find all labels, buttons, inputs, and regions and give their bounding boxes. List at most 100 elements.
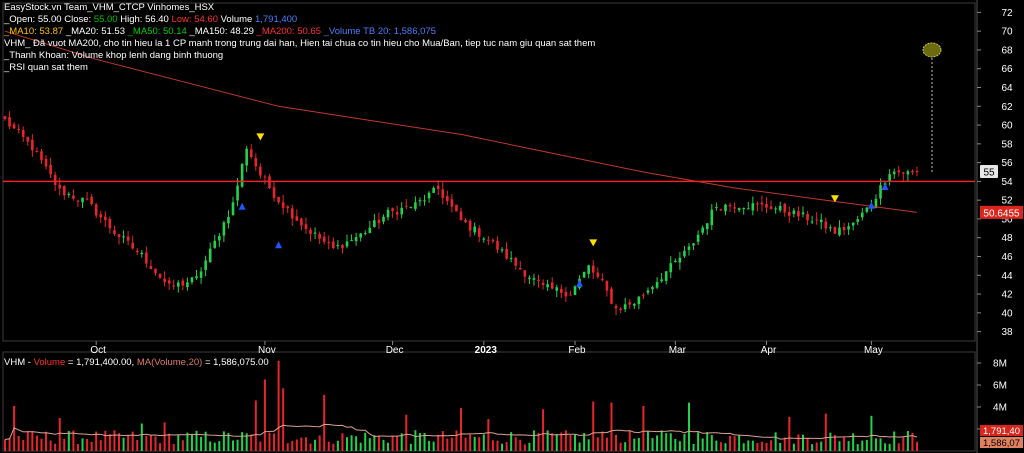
candle-body[interactable] bbox=[651, 287, 654, 290]
volume-bar[interactable] bbox=[136, 440, 139, 451]
volume-bar[interactable] bbox=[861, 440, 864, 451]
volume-bar[interactable] bbox=[341, 433, 344, 451]
candle-body[interactable] bbox=[473, 226, 476, 233]
volume-bar[interactable] bbox=[441, 431, 444, 451]
candle-body[interactable] bbox=[272, 187, 276, 198]
candle-body[interactable] bbox=[774, 208, 777, 210]
candle-body[interactable] bbox=[664, 271, 668, 281]
volume-bar[interactable] bbox=[555, 434, 558, 451]
volume-bar[interactable] bbox=[172, 444, 175, 451]
volume-bar[interactable] bbox=[624, 442, 627, 451]
candle-body[interactable] bbox=[245, 148, 248, 166]
candle-body[interactable] bbox=[117, 234, 121, 238]
volume-bar[interactable] bbox=[665, 433, 668, 451]
volume-bar[interactable] bbox=[806, 438, 809, 451]
volume-bar[interactable] bbox=[332, 443, 335, 451]
target-marker[interactable] bbox=[922, 42, 942, 58]
volume-bar[interactable] bbox=[140, 423, 143, 452]
volume-bar[interactable] bbox=[510, 432, 513, 451]
candle-body[interactable] bbox=[12, 124, 16, 129]
candle-body[interactable] bbox=[655, 282, 659, 288]
volume-bar[interactable] bbox=[181, 440, 184, 451]
candle-body[interactable] bbox=[391, 208, 394, 211]
candle-body[interactable] bbox=[404, 205, 408, 207]
candle-body[interactable] bbox=[400, 207, 404, 215]
volume-bar[interactable] bbox=[788, 416, 791, 451]
candle-body[interactable] bbox=[277, 196, 280, 203]
volume-bar[interactable] bbox=[893, 431, 896, 451]
volume-bar[interactable] bbox=[254, 400, 257, 451]
candle-body[interactable] bbox=[806, 213, 809, 221]
candle-body[interactable] bbox=[628, 302, 632, 305]
candle-body[interactable] bbox=[769, 206, 773, 210]
candle-body[interactable] bbox=[915, 170, 919, 172]
volume-bar[interactable] bbox=[724, 443, 727, 451]
candle-body[interactable] bbox=[382, 216, 385, 222]
candle-body[interactable] bbox=[865, 207, 869, 212]
volume-bar[interactable] bbox=[304, 437, 307, 451]
candle-body[interactable] bbox=[733, 207, 736, 209]
volume-bar[interactable] bbox=[615, 434, 618, 451]
volume-bar[interactable] bbox=[633, 438, 636, 451]
candle-body[interactable] bbox=[231, 202, 235, 216]
candle-body[interactable] bbox=[623, 304, 627, 310]
volume-bar[interactable] bbox=[619, 442, 622, 451]
volume-bar[interactable] bbox=[149, 435, 152, 451]
candle-body[interactable] bbox=[359, 233, 362, 238]
volume-bar[interactable] bbox=[145, 435, 148, 451]
volume-bar[interactable] bbox=[487, 419, 490, 451]
volume-bar[interactable] bbox=[377, 435, 380, 451]
volume-bar[interactable] bbox=[222, 431, 225, 451]
candle-body[interactable] bbox=[281, 202, 285, 208]
volume-bar[interactable] bbox=[592, 401, 595, 452]
candle-body[interactable] bbox=[254, 158, 258, 167]
volume-bar[interactable] bbox=[186, 432, 189, 451]
candle-body[interactable] bbox=[892, 171, 896, 175]
candle-body[interactable] bbox=[423, 200, 426, 202]
candle-body[interactable] bbox=[104, 216, 107, 221]
volume-bar[interactable] bbox=[31, 431, 34, 451]
volume-bar[interactable] bbox=[282, 388, 285, 451]
volume-bar[interactable] bbox=[847, 441, 850, 451]
volume-bar[interactable] bbox=[359, 442, 362, 451]
candle-body[interactable] bbox=[860, 212, 864, 218]
candle-body[interactable] bbox=[505, 248, 508, 259]
buy-signal-marker[interactable] bbox=[867, 201, 875, 209]
volume-bar[interactable] bbox=[437, 434, 440, 451]
volume-bar[interactable] bbox=[564, 430, 567, 451]
candle-body[interactable] bbox=[669, 263, 673, 273]
candle-body[interactable] bbox=[58, 184, 62, 189]
candle-body[interactable] bbox=[833, 227, 837, 234]
candle-body[interactable] bbox=[432, 187, 435, 193]
candle-body[interactable] bbox=[368, 227, 372, 233]
candle-body[interactable] bbox=[222, 222, 226, 236]
candle-body[interactable] bbox=[856, 219, 860, 222]
candle-body[interactable] bbox=[140, 252, 144, 255]
buy-signal-marker[interactable] bbox=[275, 241, 283, 249]
candle-body[interactable] bbox=[546, 284, 549, 288]
candle-body[interactable] bbox=[601, 278, 604, 281]
volume-bar[interactable] bbox=[227, 432, 230, 451]
volume-bar[interactable] bbox=[610, 402, 613, 451]
volume-bar[interactable] bbox=[852, 433, 855, 451]
candle-body[interactable] bbox=[906, 171, 910, 175]
candle-body[interactable] bbox=[300, 218, 303, 226]
volume-bar[interactable] bbox=[596, 437, 599, 451]
candle-body[interactable] bbox=[386, 209, 390, 218]
volume-bar[interactable] bbox=[683, 434, 686, 451]
volume-bar[interactable] bbox=[108, 434, 111, 451]
volume-bar[interactable] bbox=[523, 444, 526, 451]
candle-body[interactable] bbox=[322, 236, 326, 242]
volume-bar[interactable] bbox=[259, 441, 262, 451]
candle-body[interactable] bbox=[286, 206, 290, 209]
candle-body[interactable] bbox=[62, 186, 66, 196]
volume-bar[interactable] bbox=[697, 432, 700, 451]
volume-bar[interactable] bbox=[241, 432, 244, 451]
volume-bar[interactable] bbox=[646, 431, 649, 451]
candle-body[interactable] bbox=[541, 282, 545, 285]
volume-bar[interactable] bbox=[318, 435, 321, 451]
volume-bar[interactable] bbox=[551, 433, 554, 451]
candle-body[interactable] bbox=[646, 290, 650, 293]
candle-body[interactable] bbox=[596, 272, 600, 277]
candle-body[interactable] bbox=[199, 271, 203, 278]
